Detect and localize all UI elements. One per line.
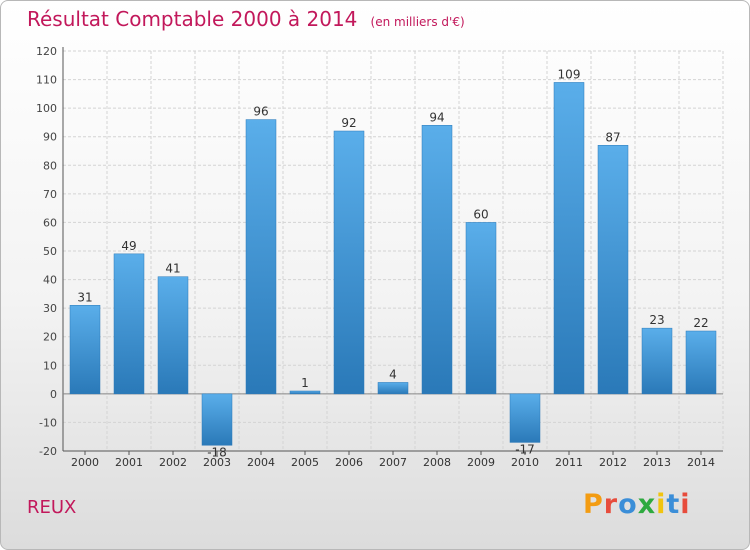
y-tick-label: 0 xyxy=(50,388,57,401)
bar xyxy=(553,82,585,395)
data-label: 1 xyxy=(301,376,309,390)
data-label: 96 xyxy=(253,105,268,119)
logo-letter: P xyxy=(583,489,604,520)
bar xyxy=(377,382,409,395)
bar xyxy=(465,222,497,395)
chart-title: Résultat Comptable 2000 à 2014 xyxy=(27,7,358,31)
y-tick-label: 60 xyxy=(43,216,57,229)
bar xyxy=(157,276,189,395)
proxiti-logo[interactable]: Proxiti xyxy=(583,489,691,520)
x-tick-label: 2014 xyxy=(687,456,715,469)
y-tick-label: 40 xyxy=(43,274,57,287)
bar xyxy=(333,130,365,395)
data-label: 87 xyxy=(605,130,620,144)
x-tick-label: 2003 xyxy=(203,456,231,469)
x-tick-label: 2012 xyxy=(599,456,627,469)
bar xyxy=(641,327,673,395)
y-tick-label: 30 xyxy=(43,302,57,315)
bar xyxy=(69,305,101,395)
bar xyxy=(509,393,541,443)
y-tick-label: 90 xyxy=(43,131,57,144)
bars xyxy=(69,82,717,446)
logo-letter: i xyxy=(680,489,691,520)
data-label: 41 xyxy=(165,262,180,276)
data-labels: 31 49 41 -18 96 1 92 4 94 60 -17 109 87 23 22 xyxy=(77,67,708,459)
x-tick-label: 2006 xyxy=(335,456,363,469)
y-tick-label: 100 xyxy=(36,102,57,115)
x-tick-label: 2004 xyxy=(247,456,275,469)
x-tick-label: 2002 xyxy=(159,456,187,469)
data-label: 92 xyxy=(341,116,356,130)
commune-name: REUX xyxy=(27,497,77,518)
x-tick-label: 2010 xyxy=(511,456,539,469)
y-tick-label: 50 xyxy=(43,245,57,258)
y-tick-label: 110 xyxy=(36,74,57,87)
x-tick-label: 2001 xyxy=(115,456,143,469)
x-tick-label: 2007 xyxy=(379,456,407,469)
bar xyxy=(421,125,453,395)
bar xyxy=(289,390,321,395)
data-label: 109 xyxy=(558,67,581,81)
logo-letter: o xyxy=(618,489,638,520)
data-label: 94 xyxy=(429,110,444,124)
x-tick-label: 2000 xyxy=(71,456,99,469)
x-tick-labels: 2000 2001 2002 2003 2004 2005 2006 2007 2008 2009… xyxy=(71,456,715,469)
y-tick-label: 70 xyxy=(43,188,57,201)
logo-letter: r xyxy=(603,489,619,520)
bar xyxy=(245,119,277,395)
x-tick-label: 2009 xyxy=(467,456,495,469)
y-tick-labels: -20 -10 0 10 20 30 40 50 60 70 80 90 100 110 120 xyxy=(36,45,57,458)
logo-letter: t xyxy=(666,489,681,520)
data-label: 23 xyxy=(649,313,664,327)
y-tick-label: 10 xyxy=(43,359,57,372)
bar xyxy=(685,330,717,395)
data-label: -18 xyxy=(207,445,227,459)
data-label: 31 xyxy=(77,290,92,304)
x-tick-label: 2005 xyxy=(291,456,319,469)
y-tick-label: -20 xyxy=(39,445,57,458)
x-tick-label: 2008 xyxy=(423,456,451,469)
y-tick-label: 80 xyxy=(43,159,57,172)
data-label: 22 xyxy=(693,316,708,330)
bar xyxy=(201,393,233,446)
y-tick-label: 120 xyxy=(36,45,57,58)
x-tick-label: 2011 xyxy=(555,456,583,469)
bar xyxy=(113,253,145,395)
x-tick-label: 2013 xyxy=(643,456,671,469)
bar xyxy=(597,145,629,395)
data-label: 49 xyxy=(121,239,136,253)
data-label: 4 xyxy=(389,367,397,381)
logo-letter: i xyxy=(656,489,667,520)
y-tick-label: 20 xyxy=(43,331,57,344)
data-label: 60 xyxy=(473,207,488,221)
logo-letter: x xyxy=(637,489,657,520)
chart-title-block: Résultat Comptable 2000 à 2014 (en milli… xyxy=(27,7,465,31)
chart-subtitle: (en milliers d'€) xyxy=(370,15,465,29)
data-label: -17 xyxy=(515,442,535,456)
y-tick-label: -10 xyxy=(39,416,57,429)
